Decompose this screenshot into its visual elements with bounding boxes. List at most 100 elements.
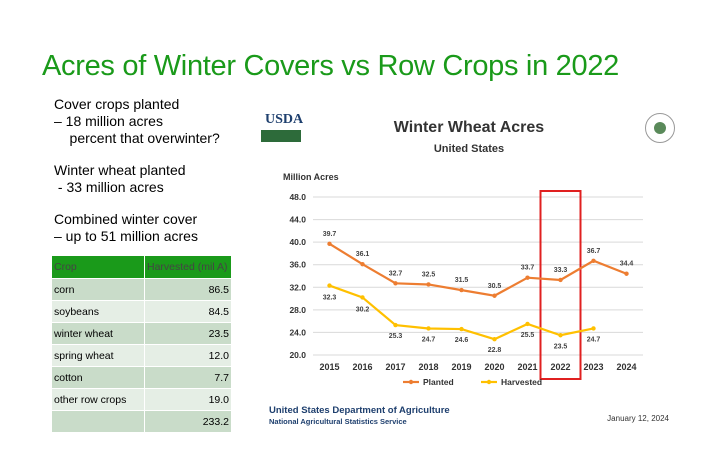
chart-date: January 12, 2024 (607, 414, 669, 423)
table-row: cotton 7.7 (52, 366, 232, 389)
table-header-crop: Crop (52, 256, 145, 279)
y-tick-label: 48.0 (289, 192, 306, 202)
note-spacer (54, 196, 220, 211)
x-tick-label: 2020 (484, 362, 504, 372)
data-point-harvested (525, 321, 530, 327)
x-tick-label: 2018 (418, 362, 438, 372)
notes-text: Cover crops planted – 18 million acres p… (54, 96, 220, 245)
table-row: spring wheat 12.0 (52, 344, 232, 367)
y-tick-label: 44.0 (289, 215, 306, 225)
note-line: percent that overwinter? (54, 130, 220, 146)
slide-title: Acres of Winter Covers vs Row Crops in 2… (42, 50, 619, 82)
note-spacer (54, 147, 220, 162)
table-cell-total: 233.2 (144, 410, 232, 432)
note-line: Winter wheat planted (54, 162, 186, 178)
data-point-harvested (327, 283, 332, 288)
data-label: 33.3 (554, 267, 568, 274)
data-point-harvested (558, 333, 563, 338)
x-tick-label: 2017 (385, 362, 405, 372)
legend-marker-harvested (486, 379, 492, 385)
data-label: 34.4 (620, 261, 634, 268)
y-tick-label: 32.0 (289, 282, 306, 292)
data-point-harvested (393, 322, 398, 328)
note-line: Combined winter cover (54, 211, 198, 227)
data-label: 24.7 (422, 336, 436, 343)
nass-seal-icon (645, 113, 675, 143)
table-row: winter wheat 23.5 (52, 322, 232, 345)
data-label: 22.8 (488, 347, 502, 354)
data-label: 39.7 (323, 231, 337, 238)
data-point-planted (426, 282, 431, 287)
data-label: 24.6 (455, 337, 469, 344)
table-cell-crop: soybeans (52, 300, 145, 323)
data-point-harvested (459, 326, 464, 332)
note-line: Cover crops planted (54, 96, 180, 112)
table-cell-value: 7.7 (144, 366, 232, 389)
table-cell-crop: other row crops (52, 388, 145, 411)
x-tick-label: 2023 (583, 362, 603, 372)
table-cell-value: 23.5 (144, 322, 232, 345)
table-row: soybeans 84.5 (52, 300, 232, 323)
data-point-planted (360, 261, 365, 267)
chart-subtitle: United States (433, 143, 505, 155)
usda-logo-text: USDA (265, 112, 304, 127)
data-point-planted (492, 293, 497, 298)
data-label: 31.5 (455, 277, 469, 284)
note-line: – up to 51 million acres (54, 228, 198, 244)
table-cell-value: 86.5 (144, 278, 232, 301)
legend-label-planted: Planted (423, 377, 454, 387)
x-tick-label: 2022 (550, 362, 570, 372)
agency-name: United States Department of Agriculture (269, 405, 450, 416)
service-name: National Agricultural Statistics Service (269, 417, 407, 426)
table-total-row: 233.2 (52, 410, 232, 432)
x-tick-label: 2019 (451, 362, 471, 372)
data-label: 23.5 (554, 343, 568, 350)
data-point-harvested (591, 326, 596, 331)
x-tick-label: 2021 (517, 362, 537, 372)
x-tick-label: 2015 (319, 362, 339, 372)
data-label: 25.5 (521, 332, 535, 339)
y-tick-label: 36.0 (289, 260, 306, 270)
data-point-planted (393, 281, 398, 286)
note-line: - 33 million acres (54, 179, 164, 195)
x-tick-label: 2024 (616, 362, 636, 372)
data-point-planted (591, 258, 596, 263)
winter-wheat-chart: Million Acres 48.0 44.0 40.0 36.0 32.0 28.0 24.… (283, 172, 643, 387)
data-label: 32.3 (323, 295, 337, 302)
table-row: corn 86.5 (52, 278, 232, 301)
data-label: 32.5 (422, 271, 436, 278)
legend-label-harvested: Harvested (501, 377, 542, 387)
chart-panel: USDA Winter Wheat Acres United States Mi… (253, 103, 685, 431)
data-point-harvested (492, 337, 497, 342)
x-tick-label: 2016 (352, 362, 372, 372)
data-point-planted (327, 241, 332, 247)
crops-table: Crop Harvested (mil A) corn 86.5 soybean… (52, 256, 232, 432)
data-label: 32.7 (389, 270, 403, 277)
table-row: other row crops 19.0 (52, 388, 232, 411)
data-label: 25.3 (389, 333, 403, 340)
table-cell-crop: corn (52, 278, 145, 301)
data-point-harvested (426, 326, 431, 331)
legend-marker-planted (408, 379, 414, 385)
data-label: 30.5 (488, 283, 502, 290)
data-label: 36.7 (587, 248, 601, 255)
y-tick-label: 28.0 (289, 305, 306, 315)
series-line-planted (328, 242, 627, 297)
table-cell-crop: winter wheat (52, 322, 145, 345)
y-tick-label: 20.0 (289, 350, 306, 360)
data-point-planted (525, 275, 530, 280)
table-header-harvested: Harvested (mil A) (144, 256, 232, 279)
y-tick-label: 24.0 (289, 327, 306, 337)
data-point-harvested (360, 295, 365, 300)
usda-logo: USDA (261, 112, 304, 142)
data-point-planted (558, 277, 563, 283)
highlight-box-2022 (539, 190, 582, 380)
y-axis-label: Million Acres (283, 172, 339, 182)
table-cell-crop: cotton (52, 366, 145, 389)
data-label: 33.7 (521, 265, 535, 272)
data-label: 30.2 (356, 306, 370, 313)
usda-logo-band (261, 130, 301, 142)
chart-title: Winter Wheat Acres (393, 119, 545, 136)
data-point-planted (459, 287, 464, 293)
data-label: 24.7 (587, 336, 601, 343)
